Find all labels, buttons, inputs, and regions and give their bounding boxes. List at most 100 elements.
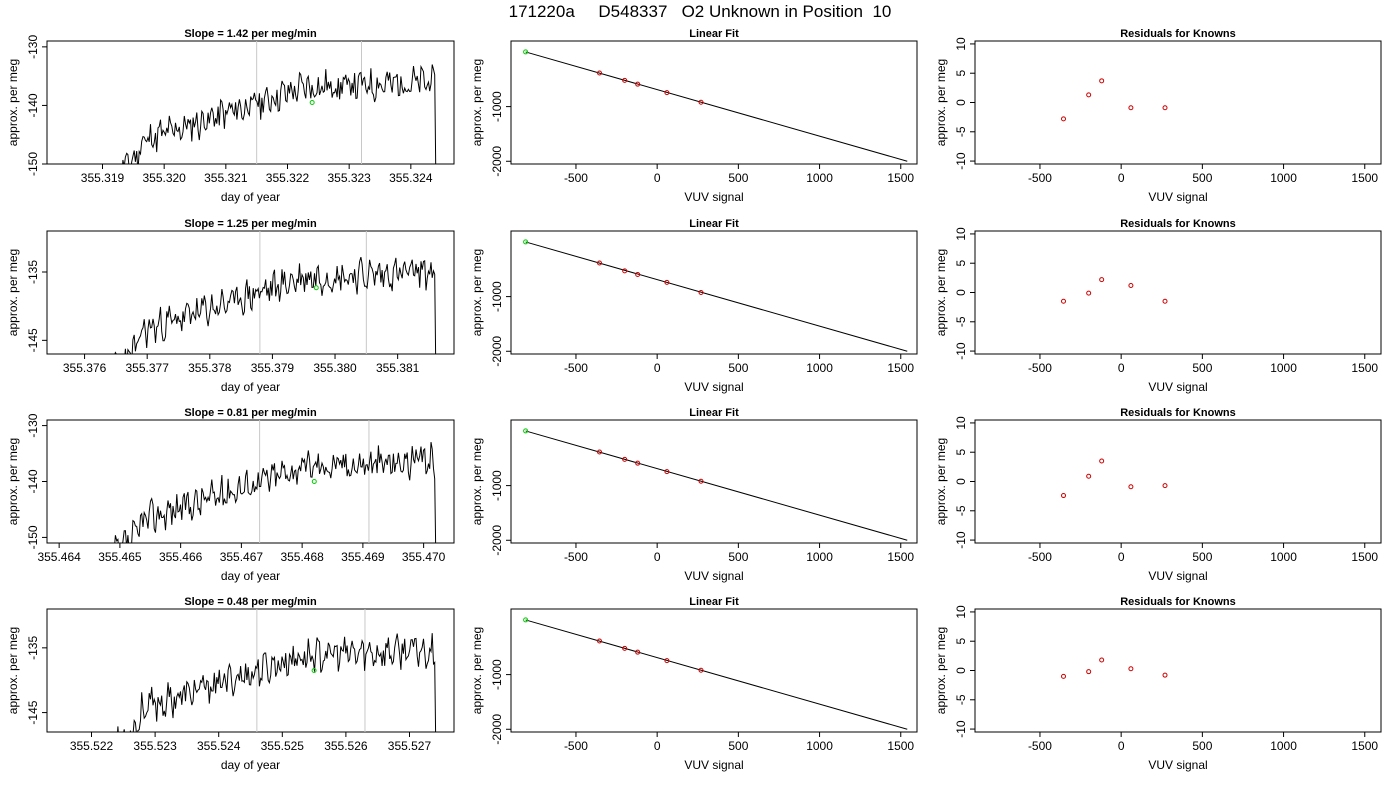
plot-area: [114, 231, 437, 354]
x-tick-label: 355.464: [37, 550, 81, 564]
known-point: [698, 99, 704, 105]
x-tick-label: 1500: [887, 550, 914, 564]
panel-3-3: Residuals for Knowns -500 0 500 1000 1500 -10 -…: [934, 407, 1382, 583]
plot-frame: [510, 230, 918, 355]
x-tick-label: 355.468: [280, 550, 324, 564]
x-tick-label: 1500: [1351, 550, 1378, 564]
y-tick-label: -5: [954, 505, 968, 516]
known-point: [597, 70, 603, 76]
x-tick-label: 0: [1118, 739, 1125, 753]
known-point: [1086, 92, 1092, 98]
x-tick-label: 1000: [806, 171, 833, 185]
panel-1-2: Linear Fit -500 0 500 1000 1500 -2000 -1000 VUV …: [470, 28, 918, 204]
y-tick-label: -145: [26, 700, 40, 724]
x-tick-label: 355.319: [81, 171, 125, 185]
plot-area: [523, 428, 908, 541]
x-tick-label: 355.379: [251, 361, 295, 375]
fit-line: [525, 51, 908, 162]
data-trace: [114, 442, 437, 543]
known-point: [1061, 673, 1067, 679]
x-tick-label: 355.322: [266, 171, 310, 185]
y-tick-label: -2000: [490, 336, 504, 367]
known-point: [1162, 298, 1168, 304]
unknown-point: [523, 428, 529, 434]
y-axis-label: approx. per meg: [934, 59, 948, 146]
y-axis-label: approx. per meg: [6, 627, 20, 714]
unknown-marker: [309, 100, 315, 105]
plot-frame: [46, 230, 455, 355]
x-tick-label: 355.378: [188, 361, 232, 375]
x-tick-label: -500: [1028, 171, 1052, 185]
panel-1-3: Residuals for Knowns -500 0 500 1000 1500 -10 -…: [934, 28, 1382, 204]
x-tick-label: 355.323: [327, 171, 371, 185]
unknown-point: [523, 49, 529, 55]
known-point: [635, 649, 641, 655]
x-axis-label: day of year: [221, 190, 280, 204]
plot-area: [117, 609, 437, 732]
y-tick-label: -2000: [490, 714, 504, 745]
known-point: [1061, 116, 1067, 122]
x-tick-label: -500: [564, 171, 588, 185]
panel-4-1: Slope = 0.48 per meg/min 355.522 355.523 35…: [6, 596, 455, 772]
x-tick-label: 0: [654, 361, 661, 375]
y-tick-label: -140: [26, 469, 40, 493]
plot-frame: [974, 40, 1382, 165]
known-point: [1162, 672, 1168, 678]
y-tick-label: -5: [954, 126, 968, 137]
x-tick-label: 500: [1192, 361, 1212, 375]
x-tick-label: 0: [654, 171, 661, 185]
x-tick-label: 1500: [1351, 739, 1378, 753]
chart-title: Slope = 1.42 per meg/min: [184, 28, 317, 40]
known-point: [597, 638, 603, 644]
known-point: [635, 271, 641, 277]
x-tick-label: -500: [1028, 361, 1052, 375]
fit-line: [525, 619, 908, 730]
x-tick-label: 1500: [1351, 361, 1378, 375]
x-axis-label: VUV signal: [684, 758, 743, 772]
x-tick-label: 355.470: [402, 550, 446, 564]
y-tick-label: -2000: [490, 146, 504, 177]
known-point: [622, 268, 628, 274]
x-tick-label: -500: [564, 361, 588, 375]
y-tick-label: -1000: [490, 281, 504, 312]
y-tick-label: 0: [954, 99, 968, 106]
y-tick-label: -130: [26, 413, 40, 437]
x-tick-label: 0: [654, 550, 661, 564]
plot-frame: [510, 40, 918, 165]
y-axis-label: approx. per meg: [6, 59, 20, 146]
known-point: [1162, 483, 1168, 489]
known-point: [635, 81, 641, 87]
x-tick-label: 1000: [1270, 361, 1297, 375]
known-point: [1061, 298, 1067, 304]
panel-4-3: Residuals for Knowns -500 0 500 1000 1500 -10 -…: [934, 596, 1382, 772]
x-tick-label: 1500: [887, 739, 914, 753]
x-axis-label: VUV signal: [684, 569, 743, 583]
known-point: [622, 645, 628, 651]
x-tick-label: 0: [1118, 361, 1125, 375]
x-tick-label: 0: [1118, 171, 1125, 185]
x-tick-label: 500: [728, 739, 748, 753]
plot-frame: [46, 419, 455, 544]
plot-area: [1061, 277, 1168, 304]
x-tick-label: 355.381: [376, 361, 420, 375]
known-point: [698, 667, 704, 673]
known-point: [1128, 484, 1134, 490]
y-tick-label: 0: [954, 478, 968, 485]
x-tick-label: 355.525: [261, 739, 305, 753]
x-axis-label: day of year: [221, 380, 280, 394]
x-tick-label: 500: [728, 550, 748, 564]
known-point: [1086, 473, 1092, 479]
data-trace: [122, 64, 437, 164]
x-tick-label: 1500: [887, 361, 914, 375]
panel-1-1: Slope = 1.42 per meg/min 355.319 355.320 35…: [6, 28, 455, 204]
y-axis-label: approx. per meg: [470, 438, 484, 525]
known-point: [1128, 666, 1134, 672]
y-tick-label: -150: [26, 152, 40, 176]
chart-title: Slope = 1.25 per meg/min: [184, 218, 317, 230]
chart-title: Linear Fit: [689, 596, 739, 608]
y-axis-label: approx. per meg: [934, 438, 948, 525]
y-tick-label: -10: [954, 152, 968, 170]
y-tick-label: -150: [26, 525, 40, 549]
y-tick-label: -1000: [490, 659, 504, 690]
